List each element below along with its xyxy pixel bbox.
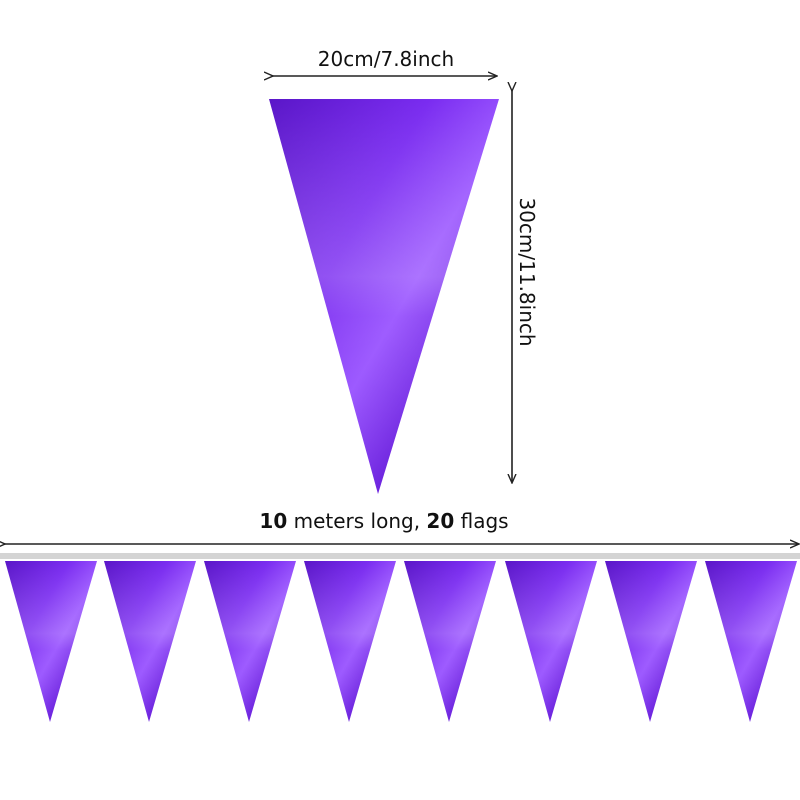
bunting-flag-shine (204, 561, 296, 722)
large-flag-shine (269, 99, 499, 494)
bunting-flag-shine (304, 561, 396, 722)
bunting-flag (5, 561, 97, 722)
bunting-flag (705, 561, 797, 722)
length-number: 10 (259, 509, 287, 533)
bunting-flag (404, 561, 496, 722)
bunting-flag (204, 561, 296, 722)
bunting-flags (5, 561, 797, 722)
bunting-flag-shine (5, 561, 97, 722)
large-flag (269, 99, 499, 494)
bunting-flag-shine (605, 561, 697, 722)
width-dimension: 20cm/7.8inch (272, 47, 496, 76)
bunting-flag-shine (404, 561, 496, 722)
height-label: 30cm/11.8inch (515, 197, 539, 346)
bunting-flag (104, 561, 196, 722)
bunting-string (0, 553, 800, 559)
bunting-flag (605, 561, 697, 722)
flags-number: 20 (426, 509, 454, 533)
width-label: 20cm/7.8inch (318, 47, 454, 71)
height-dimension: 30cm/11.8inch (512, 90, 539, 482)
flags-text: flags (454, 509, 508, 533)
bunting-flag (304, 561, 396, 722)
bunting-length-label: 10 meters long, 20 flags (259, 509, 508, 533)
bunting-flag-shine (104, 561, 196, 722)
length-text: meters long, (287, 509, 426, 533)
bunting-flag-shine (505, 561, 597, 722)
bunting-flag-shine (705, 561, 797, 722)
bunting-flag (505, 561, 597, 722)
